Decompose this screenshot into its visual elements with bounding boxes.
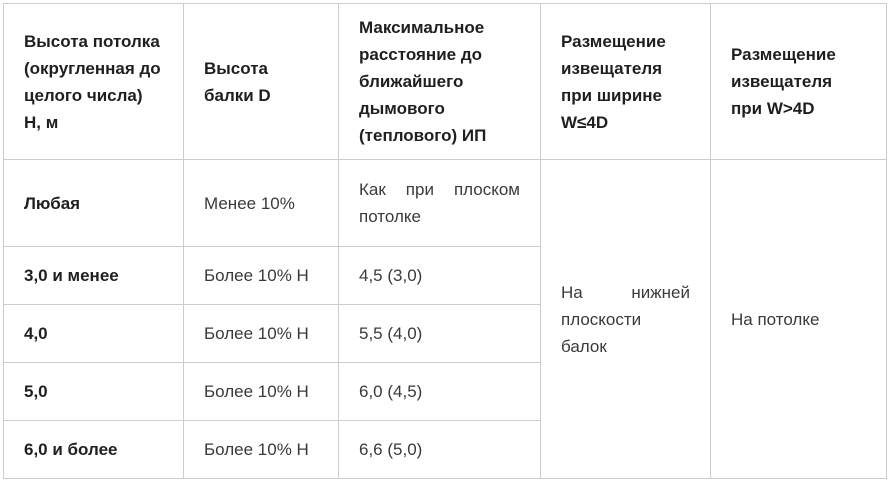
cell-ceiling-height: Любая (3, 159, 184, 247)
header-placement-w-le-4d: Размещение извещателя при ширине W≤4D (540, 3, 711, 160)
cell-max-distance: 6,6 (5,0) (338, 420, 541, 479)
table-header-row: Высота потолка (округленная до целого чи… (3, 3, 887, 160)
table-row: 6,0 и более Более 10% Н 6,6 (5,0) (3, 420, 887, 479)
cell-max-distance: 6,0 (4,5) (338, 362, 541, 421)
cell-placement-w-gt-4d: На потолке (710, 159, 887, 479)
cell-max-distance: 4,5 (3,0) (338, 246, 541, 305)
cell-ceiling-height: 3,0 и менее (3, 246, 184, 305)
cell-ceiling-height: 4,0 (3, 304, 184, 363)
table-row: Любая Менее 10% Как при плоском потолке … (3, 159, 887, 479)
table-row: 3,0 и менее Более 10% Н 4,5 (3,0) (3, 246, 887, 305)
cell-ceiling-height: 6,0 и более (3, 420, 184, 479)
table-row: 4,0 Более 10% Н 5,5 (4,0) (3, 304, 887, 363)
header-ceiling-height: Высота потолка (округленная до целого чи… (3, 3, 184, 160)
cell-ceiling-height: 5,0 (3, 362, 184, 421)
table-row: 5,0 Более 10% Н 6,0 (4,5) (3, 362, 887, 421)
header-placement-w-gt-4d: Размещение извещателя при W>4D (710, 3, 887, 160)
cell-beam-height: Более 10% Н (183, 304, 339, 363)
cell-beam-height: Менее 10% (183, 159, 339, 247)
header-max-distance: Максимальное расстояние до ближайшего ды… (338, 3, 541, 160)
cell-max-distance: 5,5 (4,0) (338, 304, 541, 363)
cell-placement-w-le-4d: На нижней плоскости балок (540, 159, 711, 479)
cell-max-distance: Как при плоском потолке (338, 159, 541, 247)
beam-ceiling-detector-table: Высота потолка (округленная до целого чи… (3, 3, 887, 479)
cell-beam-height: Более 10% Н (183, 362, 339, 421)
table-container: Высота потолка (округленная до целого чи… (3, 3, 887, 479)
cell-beam-height: Более 10% Н (183, 246, 339, 305)
cell-beam-height: Более 10% Н (183, 420, 339, 479)
header-beam-height: Высота балки D (183, 3, 339, 160)
